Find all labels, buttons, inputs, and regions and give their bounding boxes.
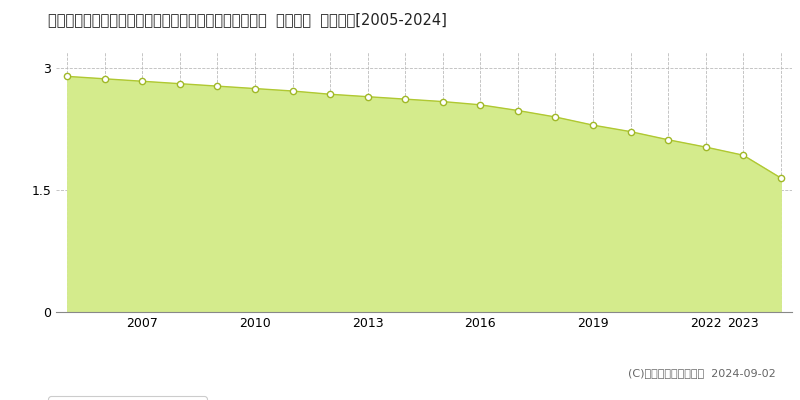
Legend: 基準地価  平均坪単価(万円/坪): 基準地価 平均坪単価(万円/坪) [48,396,206,400]
Text: 福岡県朝倉郡東峰村大字宝珠山字桑ノサコ２１１６番２  基準地価  地価推移[2005-2024]: 福岡県朝倉郡東峰村大字宝珠山字桑ノサコ２１１６番２ 基準地価 地価推移[2005… [48,12,447,27]
Text: (C)土地価格ドットコム  2024-09-02: (C)土地価格ドットコム 2024-09-02 [628,368,776,378]
